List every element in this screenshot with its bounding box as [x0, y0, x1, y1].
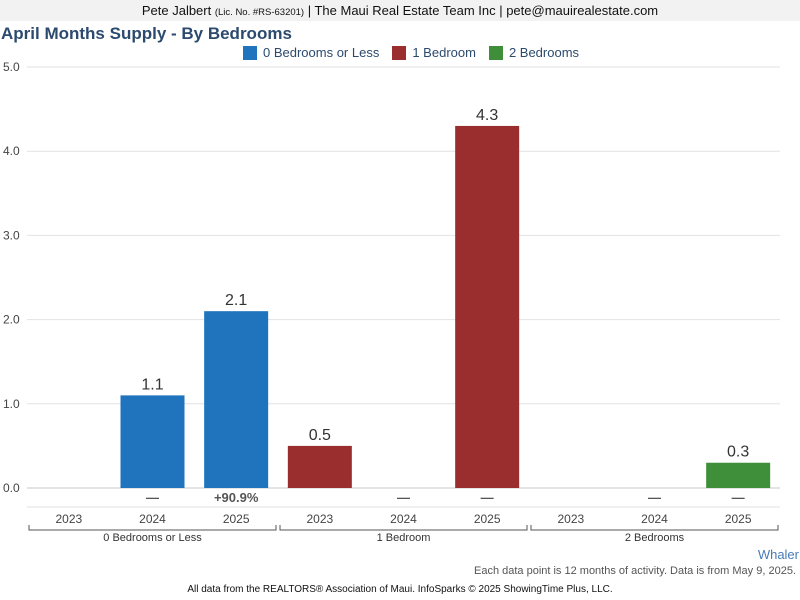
change-label: —: [397, 490, 410, 505]
legend-label-0-bedrooms: 0 Bedrooms or Less: [263, 45, 380, 60]
legend-label-1-bedroom: 1 Bedroom: [412, 45, 476, 60]
y-tick-label: 3.0: [3, 228, 20, 242]
agent-contact: | The Maui Real Estate Team Inc | pete@m…: [307, 3, 659, 18]
x-tick-label: 2025: [474, 512, 501, 526]
bar: [287, 445, 352, 488]
bar: [455, 125, 520, 488]
change-label: —: [732, 490, 745, 505]
legend-item-0-bedrooms[interactable]: 0 Bedrooms or Less: [243, 45, 379, 60]
group-label: 1 Bedroom: [377, 532, 431, 544]
footer-credit: All data from the REALTORS® Association …: [187, 584, 613, 595]
legend-item-2-bedrooms[interactable]: 2 Bedrooms: [488, 45, 580, 60]
agent-name: Pete Jalbert: [141, 3, 212, 18]
x-tick-label: 2023: [557, 512, 584, 526]
group-bracket: [279, 525, 528, 531]
data-note: Each data point is 12 months of activity…: [473, 565, 796, 577]
group-label: 2 Bedrooms: [625, 532, 685, 544]
area-label[interactable]: Whaler: [757, 547, 799, 562]
x-tick-label: 2024: [139, 512, 166, 526]
chart-legend: 0 Bedrooms or Less 1 Bedroom 2 Bedrooms: [243, 45, 592, 60]
legend-label-2-bedrooms: 2 Bedrooms: [508, 45, 580, 60]
y-tick-label: 1.0: [3, 397, 20, 411]
group-bracket: [530, 525, 779, 531]
y-tick-label: 0.0: [3, 481, 20, 495]
y-tick-label: 2.0: [3, 313, 20, 327]
bar: [120, 395, 185, 488]
change-label: —: [481, 490, 494, 505]
x-tick-label: 2023: [55, 512, 82, 526]
change-label: +90.9%: [214, 490, 259, 505]
bar: [204, 311, 269, 488]
x-tick-label: 2025: [223, 512, 250, 526]
legend-swatch-2-bedrooms: [488, 45, 503, 60]
x-tick-label: 2024: [390, 512, 417, 526]
bar-value-label: 4.3: [476, 107, 498, 124]
x-tick-label: 2023: [306, 512, 333, 526]
chart-title: April Months Supply - By Bedrooms: [1, 24, 292, 43]
legend-item-1-bedroom[interactable]: 1 Bedroom: [392, 45, 476, 60]
bar-value-label: 0.3: [727, 444, 749, 461]
y-tick-label: 4.0: [3, 144, 20, 158]
group-bracket: [28, 525, 277, 531]
bar-value-label: 1.1: [141, 376, 163, 393]
bar-value-label: 2.1: [225, 292, 247, 309]
legend-swatch-0-bedrooms: [243, 45, 257, 60]
change-label: —: [648, 490, 661, 505]
x-tick-label: 2024: [641, 512, 668, 526]
y-tick-label: 5.0: [3, 60, 20, 74]
bar-value-label: 0.5: [309, 427, 331, 444]
change-label: —: [146, 490, 159, 505]
legend-swatch-1-bedroom: [392, 45, 407, 60]
agent-license: (Lic. No. #RS-63201): [214, 7, 305, 18]
agent-header: Pete Jalbert (Lic. No. #RS-63201) | The …: [0, 0, 800, 21]
x-tick-label: 2025: [725, 512, 752, 526]
bar: [706, 462, 771, 488]
group-label: 0 Bedrooms or Less: [103, 532, 202, 544]
